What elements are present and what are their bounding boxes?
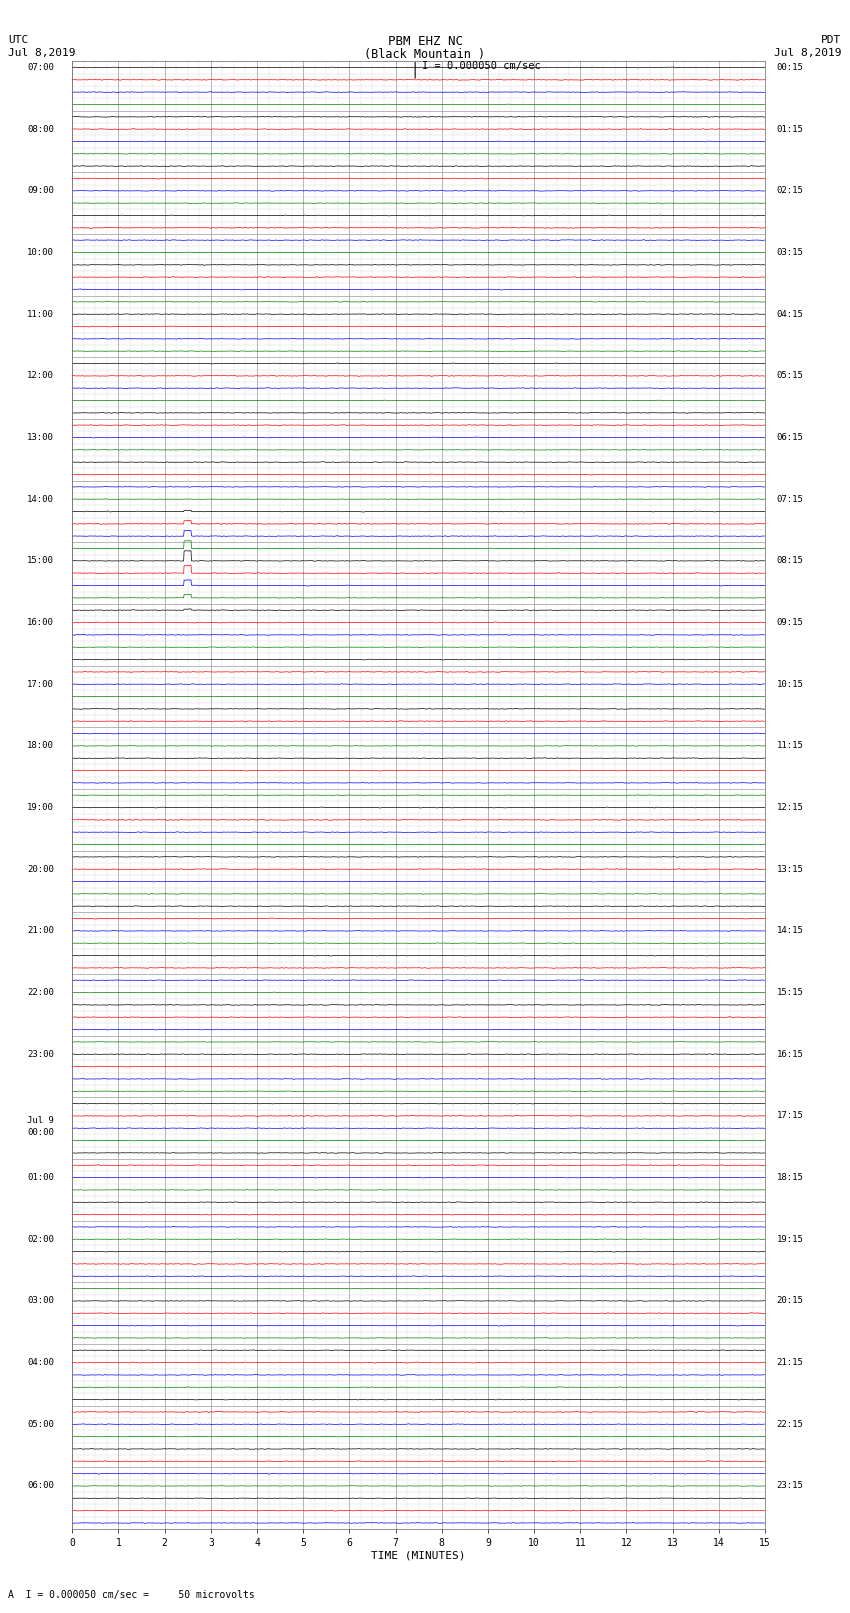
Text: 08:00: 08:00: [27, 124, 54, 134]
Text: 14:00: 14:00: [27, 495, 54, 503]
Text: 18:00: 18:00: [27, 742, 54, 750]
X-axis label: TIME (MINUTES): TIME (MINUTES): [371, 1552, 466, 1561]
Text: 09:15: 09:15: [777, 618, 803, 627]
Text: 12:00: 12:00: [27, 371, 54, 381]
Text: 09:00: 09:00: [27, 187, 54, 195]
Text: 05:15: 05:15: [777, 371, 803, 381]
Text: 05:00: 05:00: [27, 1419, 54, 1429]
Text: 17:00: 17:00: [27, 679, 54, 689]
Text: 02:00: 02:00: [27, 1236, 54, 1244]
Text: PBM EHZ NC: PBM EHZ NC: [388, 35, 462, 48]
Text: 22:00: 22:00: [27, 989, 54, 997]
Text: 01:00: 01:00: [27, 1173, 54, 1182]
Text: 21:00: 21:00: [27, 926, 54, 936]
Text: 23:15: 23:15: [777, 1481, 803, 1490]
Text: 00:15: 00:15: [777, 63, 803, 73]
Text: 13:15: 13:15: [777, 865, 803, 874]
Text: UTC: UTC: [8, 35, 29, 45]
Text: 07:15: 07:15: [777, 495, 803, 503]
Text: 04:15: 04:15: [777, 310, 803, 319]
Text: 06:15: 06:15: [777, 432, 803, 442]
Text: 10:00: 10:00: [27, 248, 54, 256]
Text: 04:00: 04:00: [27, 1358, 54, 1368]
Text: 18:15: 18:15: [777, 1173, 803, 1182]
Text: A  I = 0.000050 cm/sec =     50 microvolts: A I = 0.000050 cm/sec = 50 microvolts: [8, 1590, 255, 1600]
Text: 00:00: 00:00: [27, 1127, 54, 1137]
Text: 17:15: 17:15: [777, 1111, 803, 1121]
Text: PDT: PDT: [821, 35, 842, 45]
Text: 07:00: 07:00: [27, 63, 54, 73]
Text: 16:15: 16:15: [777, 1050, 803, 1058]
Text: 15:00: 15:00: [27, 556, 54, 565]
Text: 23:00: 23:00: [27, 1050, 54, 1058]
Text: I = 0.000050 cm/sec: I = 0.000050 cm/sec: [422, 61, 541, 71]
Text: 19:15: 19:15: [777, 1236, 803, 1244]
Text: 21:15: 21:15: [777, 1358, 803, 1368]
Text: 19:00: 19:00: [27, 803, 54, 811]
Text: 14:15: 14:15: [777, 926, 803, 936]
Text: 08:15: 08:15: [777, 556, 803, 565]
Text: 02:15: 02:15: [777, 187, 803, 195]
Text: 15:15: 15:15: [777, 989, 803, 997]
Text: │: │: [411, 61, 419, 77]
Text: 03:15: 03:15: [777, 248, 803, 256]
Text: (Black Mountain ): (Black Mountain ): [365, 48, 485, 61]
Text: 06:00: 06:00: [27, 1481, 54, 1490]
Text: 11:00: 11:00: [27, 310, 54, 319]
Text: Jul 9: Jul 9: [27, 1116, 54, 1124]
Text: Jul 8,2019: Jul 8,2019: [8, 48, 76, 58]
Text: 03:00: 03:00: [27, 1297, 54, 1305]
Text: 10:15: 10:15: [777, 679, 803, 689]
Text: 01:15: 01:15: [777, 124, 803, 134]
Text: 20:15: 20:15: [777, 1297, 803, 1305]
Text: 12:15: 12:15: [777, 803, 803, 811]
Text: 11:15: 11:15: [777, 742, 803, 750]
Text: 22:15: 22:15: [777, 1419, 803, 1429]
Text: 13:00: 13:00: [27, 432, 54, 442]
Text: 16:00: 16:00: [27, 618, 54, 627]
Text: 20:00: 20:00: [27, 865, 54, 874]
Text: Jul 8,2019: Jul 8,2019: [774, 48, 842, 58]
